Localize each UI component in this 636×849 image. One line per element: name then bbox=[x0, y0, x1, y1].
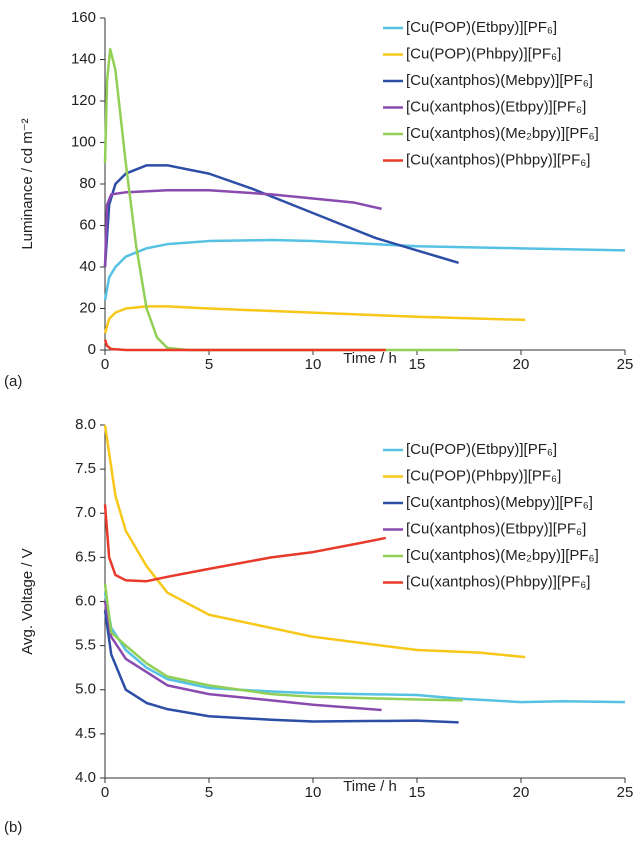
x-tick-label: 25 bbox=[617, 784, 634, 801]
series-line bbox=[103, 610, 459, 724]
legend-label: [Cu(xantphos)(Etbpy)][PF₆] bbox=[406, 520, 586, 537]
series-line bbox=[103, 47, 459, 352]
series-line bbox=[103, 188, 382, 268]
series-line bbox=[103, 592, 626, 704]
y-axis-label: Avg. Voltage / V bbox=[19, 548, 36, 654]
y-tick-label: 80 bbox=[79, 175, 96, 192]
y-tick-label: 4.5 bbox=[75, 725, 96, 742]
series-line bbox=[103, 583, 463, 702]
y-tick-label: 140 bbox=[71, 50, 96, 67]
series-line bbox=[103, 504, 387, 583]
series-line bbox=[103, 238, 626, 301]
y-tick-label: 6.0 bbox=[75, 592, 96, 609]
x-tick-label: 5 bbox=[205, 356, 213, 373]
x-tick-label: 25 bbox=[617, 356, 634, 373]
x-tick-label: 20 bbox=[513, 784, 530, 801]
x-tick-label: 0 bbox=[101, 784, 109, 801]
x-tick-label: 15 bbox=[409, 784, 426, 801]
y-tick-label: 0 bbox=[88, 341, 96, 358]
x-tick-label: 10 bbox=[305, 356, 322, 373]
series-line bbox=[103, 424, 526, 659]
y-axis-label: Luminance / cd m⁻² bbox=[19, 118, 36, 249]
x-tick-label: 0 bbox=[101, 356, 109, 373]
legend-label: [Cu(POP)(Etbpy)][PF₆] bbox=[406, 441, 557, 458]
legend-label: [Cu(POP)(Etbpy)][PF₆] bbox=[406, 19, 557, 36]
y-tick-label: 4.0 bbox=[75, 769, 96, 786]
legend-label: [Cu(xantphos)(Mebpy)][PF₆] bbox=[406, 494, 593, 511]
y-tick-label: 40 bbox=[79, 258, 96, 275]
legend-label: [Cu(POP)(Phbpy)][PF₆] bbox=[406, 467, 561, 484]
y-tick-label: 60 bbox=[79, 216, 96, 233]
y-tick-label: 100 bbox=[71, 133, 96, 150]
y-tick-label: 20 bbox=[79, 299, 96, 316]
y-tick-label: 7.0 bbox=[75, 504, 96, 521]
x-tick-label: 15 bbox=[409, 356, 426, 373]
panel-label: (b) bbox=[4, 819, 22, 836]
y-tick-label: 160 bbox=[71, 9, 96, 26]
series-line bbox=[103, 339, 386, 352]
panel-label: (a) bbox=[4, 373, 22, 390]
y-tick-label: 5.5 bbox=[75, 637, 96, 654]
legend-label: [Cu(xantphos)(Mebpy)][PF₆] bbox=[406, 72, 593, 89]
y-tick-label: 8.0 bbox=[75, 416, 96, 433]
series-line bbox=[103, 305, 526, 334]
legend-label: [Cu(POP)(Phbpy)][PF₆] bbox=[406, 45, 561, 62]
legend-label: [Cu(xantphos)(Me₂bpy)][PF₆] bbox=[406, 125, 599, 142]
x-axis-label: Time / h bbox=[343, 350, 397, 367]
legend-label: [Cu(xantphos)(Phbpy)][PF₆] bbox=[406, 573, 590, 590]
y-tick-label: 6.5 bbox=[75, 548, 96, 565]
x-tick-label: 5 bbox=[205, 784, 213, 801]
x-tick-label: 10 bbox=[305, 784, 322, 801]
x-axis-label: Time / h bbox=[343, 778, 397, 795]
y-tick-label: 120 bbox=[71, 92, 96, 109]
series-line bbox=[103, 164, 459, 268]
x-tick-label: 20 bbox=[513, 356, 530, 373]
legend-label: [Cu(xantphos)(Etbpy)][PF₆] bbox=[406, 98, 586, 115]
legend-label: [Cu(xantphos)(Me₂bpy)][PF₆] bbox=[406, 547, 599, 564]
y-tick-label: 5.0 bbox=[75, 681, 96, 698]
legend-label: [Cu(xantphos)(Phbpy)][PF₆] bbox=[406, 151, 590, 168]
y-tick-label: 7.5 bbox=[75, 460, 96, 477]
series-line bbox=[103, 601, 382, 712]
